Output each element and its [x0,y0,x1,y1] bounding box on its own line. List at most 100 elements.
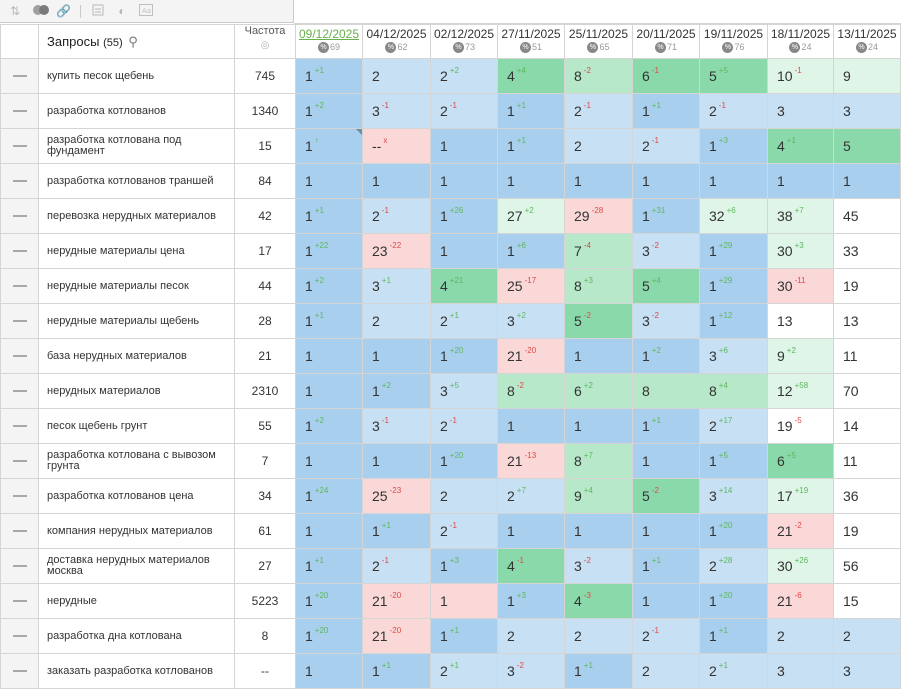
position-cell[interactable]: 1 [295,513,363,549]
position-cell[interactable]: 3 -2 [564,548,633,584]
row-handle[interactable] [0,408,39,444]
position-cell[interactable]: 1 +24 [295,478,363,514]
position-cell[interactable]: 2 +17 [699,408,768,444]
query-cell[interactable]: база нерудных материалов [38,338,235,374]
position-cell[interactable]: 1 [430,163,498,199]
position-cell[interactable]: 1 [632,163,700,199]
sort-icon[interactable]: ⇅ [9,4,21,18]
position-cell[interactable]: 3 -1 [362,408,431,444]
position-cell[interactable]: 2 -1 [632,128,700,164]
position-cell[interactable]: 2 -1 [430,513,498,549]
position-cell[interactable]: 1 +12 [699,303,768,339]
position-cell[interactable]: 3 -2 [632,233,700,269]
query-cell[interactable]: нерудные [38,583,235,619]
position-cell[interactable]: 5 +4 [632,268,700,304]
table-row[interactable]: разработка котлованов 1340 1 +2 3 -1 2 -1 1 +1 2 -1… [0,93,901,129]
position-cell[interactable]: 3 -2 [632,303,700,339]
position-cell[interactable]: 1 +1 [295,303,363,339]
query-cell[interactable]: нерудные материалы щебень [38,303,235,339]
position-cell[interactable]: 1 +1 [295,58,363,94]
position-cell[interactable]: 19 [833,513,901,549]
position-cell[interactable]: 1 [295,443,363,479]
position-cell[interactable]: 8 -2 [564,58,633,94]
position-cell[interactable]: 2 +1 [430,653,498,689]
query-cell[interactable]: компания нерудных материалов [38,513,235,549]
position-cell[interactable]: 4 -3 [564,583,633,619]
row-handle[interactable] [0,93,39,129]
position-cell[interactable]: 2 +28 [699,548,768,584]
position-cell[interactable]: 21 -20 [362,618,431,654]
position-cell[interactable]: 1 [430,233,498,269]
position-cell[interactable]: 2 -1 [699,93,768,129]
row-handle[interactable] [0,373,39,409]
position-cell[interactable]: 1 [295,338,363,374]
position-cell[interactable]: 2 +7 [497,478,565,514]
position-cell[interactable]: 29 -28 [564,198,633,234]
query-cell[interactable]: нерудных материалов [38,373,235,409]
queries-header[interactable]: Запросы (55) ⚲ [38,24,235,59]
position-cell[interactable]: 2 -1 [362,198,431,234]
query-cell[interactable]: доставка нерудных материалов москва [38,548,235,584]
date-column-header[interactable]: 27/11/2025% 51 [497,24,565,59]
row-handle[interactable] [0,198,39,234]
position-cell[interactable]: 25 -23 [362,478,431,514]
date-column-header[interactable]: 25/11/2025% 65 [564,24,633,59]
position-cell[interactable]: 1 [632,443,700,479]
table-row[interactable]: нерудных материалов 2310 1 1 +2 3 +5 8 -2 6 +2 8 8 +4… [0,373,901,409]
query-cell[interactable]: песок щебень грунт [38,408,235,444]
position-cell[interactable]: 19 [833,268,901,304]
table-row[interactable]: песок щебень грунт 55 1 +2 3 -1 2 -1 1 1 1 +1 2 +17 19… [0,408,901,444]
query-cell[interactable]: купить песок щебень [38,58,235,94]
position-cell[interactable]: 21 -20 [362,583,431,619]
link-icon[interactable]: 🔗 [56,4,71,18]
drag-handle-icon[interactable] [12,425,27,427]
drag-handle-icon[interactable] [12,250,27,252]
position-cell[interactable]: 1 [632,513,700,549]
position-cell[interactable]: 1 [430,583,498,619]
position-cell[interactable]: 1 +1 [362,653,431,689]
position-cell[interactable]: 2 [767,618,834,654]
position-cell[interactable]: 11 [833,443,901,479]
position-cell[interactable]: 3 +14 [699,478,768,514]
position-cell[interactable]: 2 -1 [430,93,498,129]
position-cell[interactable]: 1 [497,163,565,199]
position-cell[interactable]: 1 +2 [295,93,363,129]
drag-handle-icon[interactable] [12,145,27,147]
position-cell[interactable]: 1 +29 [699,268,768,304]
position-cell[interactable]: 3 +6 [699,338,768,374]
position-cell[interactable]: 3 +1 [362,268,431,304]
position-cell[interactable]: 23 -22 [362,233,431,269]
position-cell[interactable]: 33 [833,233,901,269]
position-cell[interactable]: 3 +2 [497,303,565,339]
position-cell[interactable]: 25 -17 [497,268,565,304]
position-cell[interactable]: 1 +2 [295,408,363,444]
drag-handle-icon[interactable] [12,320,27,322]
table-row[interactable]: купить песок щебень 745 1 +1 2 2 +2 4 +4 8 -2 6 -1 5 +… [0,58,901,94]
position-cell[interactable]: 21 -20 [497,338,565,374]
drag-handle-icon[interactable] [12,75,27,77]
row-handle[interactable] [0,128,39,164]
drag-handle-icon[interactable] [12,215,27,217]
position-cell[interactable]: 14 [833,408,901,444]
query-cell[interactable]: разработка котлована под фундамент [38,128,235,164]
date-column-header[interactable]: 09/12/2025% 69 [295,24,363,59]
position-cell[interactable]: 1 [362,338,431,374]
position-cell[interactable]: 2 [632,653,700,689]
date-column-header[interactable]: 18/11/2025% 24 [767,24,834,59]
position-cell[interactable]: 1 [699,163,768,199]
query-cell[interactable]: разработка котлованов цена [38,478,235,514]
row-handle[interactable] [0,548,39,584]
row-handle[interactable] [0,443,39,479]
position-cell[interactable]: 1 [497,408,565,444]
position-cell[interactable]: 2 -1 [362,548,431,584]
position-cell[interactable]: 2 [362,58,431,94]
position-cell[interactable]: 32 +6 [699,198,768,234]
position-cell[interactable]: 1 +1 [632,93,700,129]
position-cell[interactable]: 8 +3 [564,268,633,304]
position-cell[interactable]: 56 [833,548,901,584]
drag-handle-icon[interactable] [12,110,27,112]
position-cell[interactable]: 3 -2 [497,653,565,689]
position-cell[interactable]: 1 +5 [699,443,768,479]
position-cell[interactable]: 21 -6 [767,583,834,619]
position-cell[interactable]: 3 [767,653,834,689]
